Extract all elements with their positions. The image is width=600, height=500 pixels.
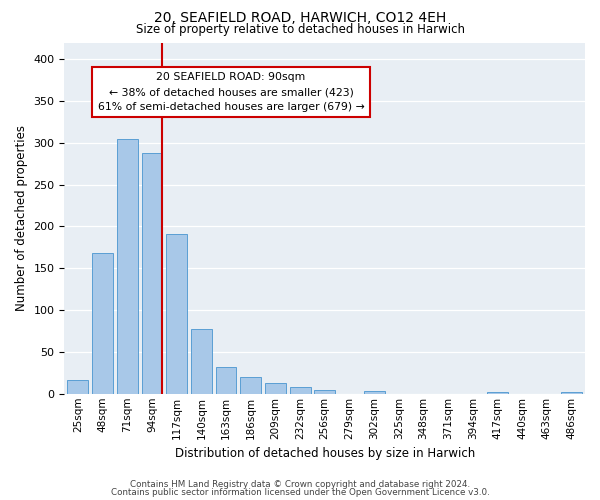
X-axis label: Distribution of detached houses by size in Harwich: Distribution of detached houses by size … <box>175 447 475 460</box>
Bar <box>561 392 582 394</box>
Text: Contains HM Land Registry data © Crown copyright and database right 2024.: Contains HM Land Registry data © Crown c… <box>130 480 470 489</box>
Bar <box>314 390 335 394</box>
Text: 20, SEAFIELD ROAD, HARWICH, CO12 4EH: 20, SEAFIELD ROAD, HARWICH, CO12 4EH <box>154 12 446 26</box>
Text: Contains public sector information licensed under the Open Government Licence v3: Contains public sector information licen… <box>110 488 490 497</box>
Bar <box>290 387 311 394</box>
Bar <box>191 328 212 394</box>
Bar <box>166 234 187 394</box>
Bar <box>117 138 138 394</box>
Bar <box>240 377 261 394</box>
Text: Size of property relative to detached houses in Harwich: Size of property relative to detached ho… <box>136 22 464 36</box>
Bar <box>265 383 286 394</box>
Text: 20 SEAFIELD ROAD: 90sqm
← 38% of detached houses are smaller (423)
61% of semi-d: 20 SEAFIELD ROAD: 90sqm ← 38% of detache… <box>98 72 364 112</box>
Bar <box>67 380 88 394</box>
Bar <box>215 367 236 394</box>
Bar <box>487 392 508 394</box>
Y-axis label: Number of detached properties: Number of detached properties <box>15 125 28 311</box>
Bar <box>92 254 113 394</box>
Bar <box>364 392 385 394</box>
Bar <box>142 153 163 394</box>
